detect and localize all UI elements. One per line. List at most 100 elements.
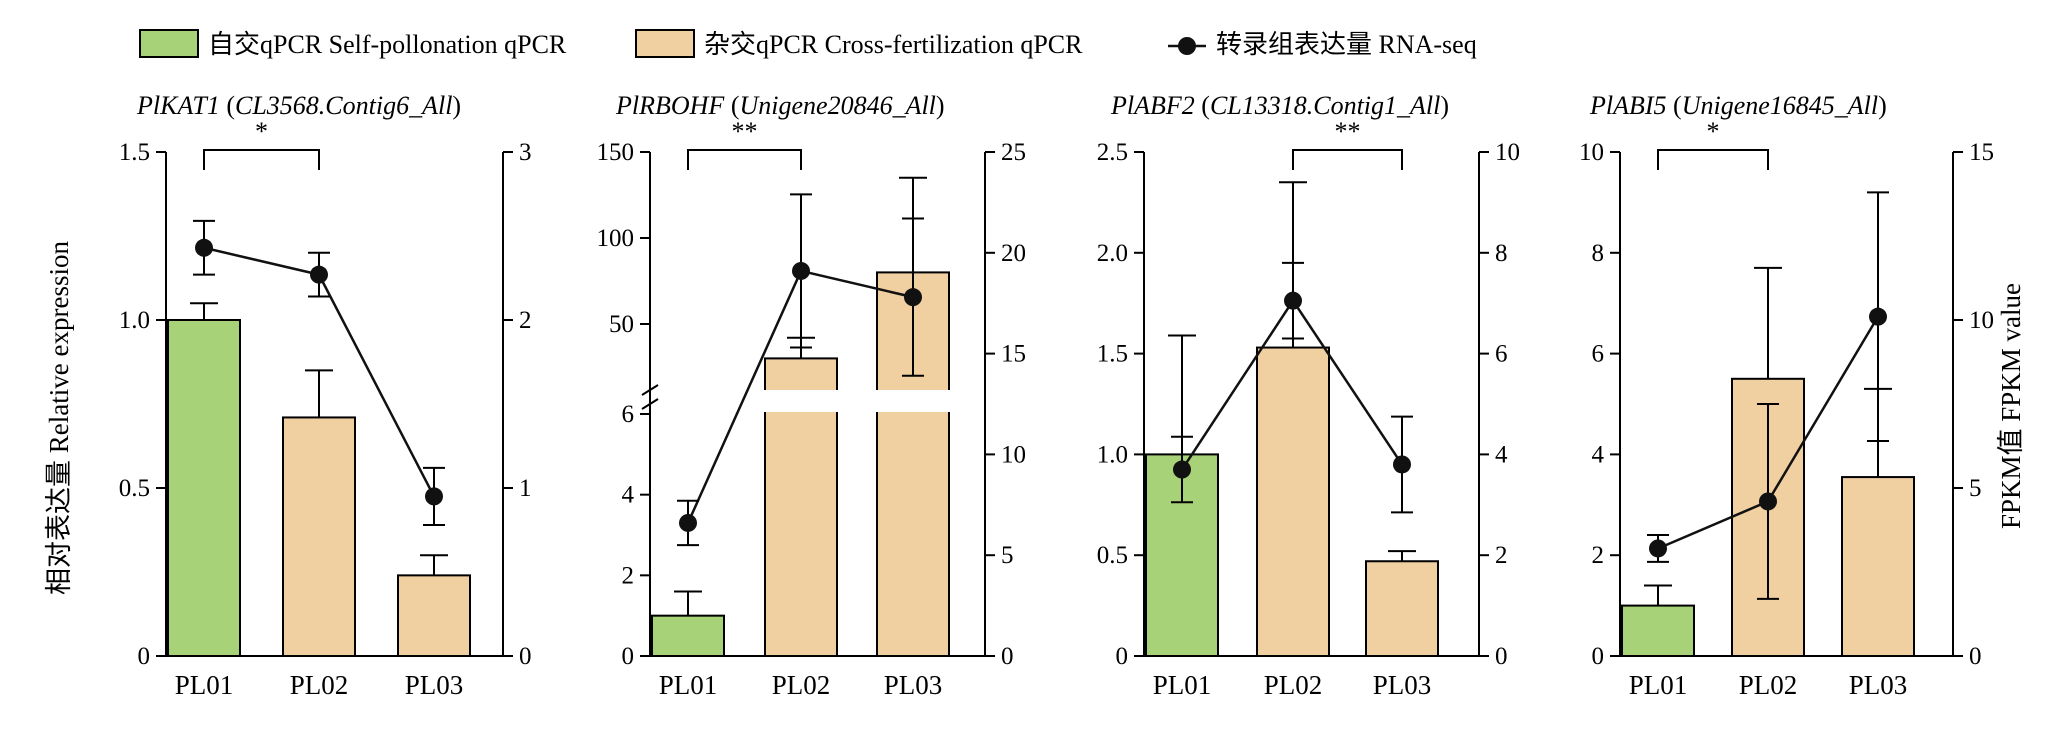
panel-1-x-label-pl02: PL02: [290, 670, 349, 700]
panel-1-y2-tick-label: 2: [519, 307, 532, 334]
panel-plkat1: 0 0.5 1.0 1.5 0 1 2 3 PL01 PL02 PL03 *: [119, 117, 532, 700]
panel-2-y-tick-label: 50: [609, 311, 634, 338]
panel-3-y2-tick-label: 2: [1495, 542, 1508, 569]
legend-self-label: 自交qPCR Self-pollonation qPCR: [208, 30, 567, 59]
panel-4-y2-tick-label: 10: [1969, 307, 1994, 334]
panel-2-y2-tick-label: 15: [1001, 341, 1026, 368]
panel-1-y2-tick-label: 0: [519, 643, 532, 670]
panel-2-x-label-pl01: PL01: [659, 670, 718, 700]
panel-1-y-tick-label: 0: [138, 643, 151, 670]
panel-2-x-label-pl03: PL03: [884, 670, 943, 700]
panel-4-y-tick-label: 6: [1592, 341, 1605, 368]
panel-4-contig: Unigene16845_All: [1682, 91, 1878, 120]
panel-2-y2-tick-label: 0: [1001, 643, 1014, 670]
panel-1-y-tick-label: 1.5: [119, 139, 150, 166]
panel-2-rnaseq-point-pl01: [679, 513, 697, 532]
panel-2-significance-label: **: [732, 117, 758, 146]
panel-2-rnaseq-point-pl03: [904, 288, 922, 307]
panel-2-contig: Unigene20846_All: [739, 91, 935, 120]
panel-1-x-label-pl03: PL03: [405, 670, 464, 700]
panel-3-bar-pl02: [1256, 346, 1330, 657]
panel-2-y-tick-label: 100: [597, 225, 635, 252]
panel-3-rnaseq-point-pl03: [1393, 455, 1411, 474]
panel-4-significance-bracket: [1657, 149, 1769, 170]
panel-1-y2-tick-label: 1: [519, 475, 532, 502]
panel-4-gene: PlABI5: [1589, 91, 1667, 120]
panel-4-y-tick-label: 8: [1592, 240, 1605, 267]
panel-2-bar-pl01: [651, 614, 725, 658]
panel-3-y2-tick-label: 10: [1495, 139, 1520, 166]
panel-plabf2: 0 0.5 1.0 1.5 2.0 2.5 0 2 4 6 8 10 PL01 PL02 PL03 **: [1097, 117, 1520, 700]
panel-4-rnaseq-point-pl01: [1649, 539, 1667, 558]
panel-3-y-tick-label: 0: [1116, 643, 1129, 670]
panel-1-title: PlKAT1 (CL3568.Contig6_All): [136, 91, 461, 120]
panel-3-y-tick-label: 1.0: [1097, 441, 1128, 468]
panel-3-y2-tick-label: 4: [1495, 441, 1508, 468]
panel-4-y2-tick-label: 0: [1969, 643, 1982, 670]
panel-3-y-tick-label: 2.5: [1097, 139, 1128, 166]
panel-3-rnaseq-point-pl01: [1173, 460, 1191, 479]
panel-2-y2-tick-label: 10: [1001, 441, 1026, 468]
panel-4-bar-pl01: [1621, 604, 1695, 657]
panel-2-y2-tick-label: 20: [1001, 240, 1026, 267]
legend: 自交qPCR Self-pollonation qPCR 杂交qPCR Cros…: [139, 29, 1477, 59]
panel-1-contig: CL3568.Contig6_All: [235, 91, 452, 120]
panel-4-rnaseq-point-pl03: [1869, 307, 1887, 326]
y-axis-label-right: FPKM值 FPKM value: [1996, 283, 2026, 529]
panel-3-bar-pl03: [1365, 560, 1439, 657]
panel-3-title: PlABF2 (CL13318.Contig1_All): [1110, 91, 1449, 120]
panel-4-y2-tick-label: 15: [1969, 139, 1994, 166]
panel-2-y-tick-label: 2: [622, 562, 635, 589]
panel-3-y2-tick-label: 0: [1495, 643, 1508, 670]
panel-1-bar-pl02: [282, 416, 356, 657]
panel-4-title: PlABI5 (Unigene16845_All): [1589, 91, 1887, 120]
panel-1-x-label-pl01: PL01: [175, 670, 234, 700]
panel-4-y-tick-label: 2: [1592, 542, 1605, 569]
panel-3-rnaseq-point-pl02: [1284, 291, 1302, 310]
panel-2-y-tick-label: 4: [622, 482, 635, 509]
panel-2-significance-bracket: [687, 149, 802, 170]
panel-3-significance-bracket: [1292, 149, 1403, 170]
panel-4-y2-tick-label: 5: [1969, 475, 1982, 502]
panel-2-title: PlRBOHF (Unigene20846_All): [615, 91, 945, 120]
legend-rnaseq-marker: [1178, 37, 1196, 55]
panel-3-gene: PlABF2: [1110, 91, 1195, 120]
panel-3-y-tick-label: 1.5: [1097, 341, 1128, 368]
panel-1-y-tick-label: 0.5: [119, 475, 150, 502]
legend-self-swatch: [139, 29, 199, 58]
panel-3-x-label-pl02: PL02: [1264, 670, 1323, 700]
panel-4-x-label-pl03: PL03: [1849, 670, 1908, 700]
panel-1-bar-pl01: [167, 319, 241, 657]
panel-1-significance-label: *: [255, 117, 268, 146]
panel-2-y-tick-label: 0: [622, 643, 635, 670]
panel-3-x-label-pl01: PL01: [1153, 670, 1212, 700]
panel-1-y-tick-label: 1.0: [119, 307, 150, 334]
panel-4-y-tick-label: 4: [1592, 441, 1605, 468]
panel-1-gene: PlKAT1: [136, 91, 220, 120]
panel-4-x-label-pl01: PL01: [1629, 670, 1688, 700]
panel-1-rnaseq-point-pl02: [310, 265, 328, 284]
panel-2-gene: PlRBOHF: [615, 91, 725, 120]
panel-3-y-tick-label: 2.0: [1097, 240, 1128, 267]
panel-2-axis-break-band: [652, 390, 983, 412]
panel-1-rnaseq-point-pl03: [425, 487, 443, 506]
panel-2-y2-tick-label: 5: [1001, 542, 1014, 569]
panel-3-x-label-pl03: PL03: [1373, 670, 1432, 700]
panel-3-y2-tick-label: 8: [1495, 240, 1508, 267]
panel-4-significance-label: *: [1707, 117, 1720, 146]
panel-3-y-tick-label: 0.5: [1097, 542, 1128, 569]
panel-2-y-tick-label: 6: [622, 401, 635, 428]
panel-1-y2-tick-label: 3: [519, 139, 532, 166]
panel-4-y-tick-label: 0: [1592, 643, 1605, 670]
legend-cross-label: 杂交qPCR Cross-fertilization qPCR: [704, 30, 1083, 59]
panel-4-rnaseq-point-pl02: [1759, 492, 1777, 511]
panel-2-x-label-pl02: PL02: [772, 670, 831, 700]
panel-2-y-tick-label: 150: [597, 139, 635, 166]
y-axis-label-left: 相对表达量 Relative expression: [44, 241, 74, 595]
panel-4-y-tick-label: 10: [1579, 139, 1604, 166]
panel-1-rnaseq-point-pl01: [195, 238, 213, 257]
panel-1-significance-bracket: [203, 149, 320, 170]
panel-3-contig: CL13318.Contig1_All: [1210, 91, 1440, 120]
panel-3-y2-tick-label: 6: [1495, 341, 1508, 368]
